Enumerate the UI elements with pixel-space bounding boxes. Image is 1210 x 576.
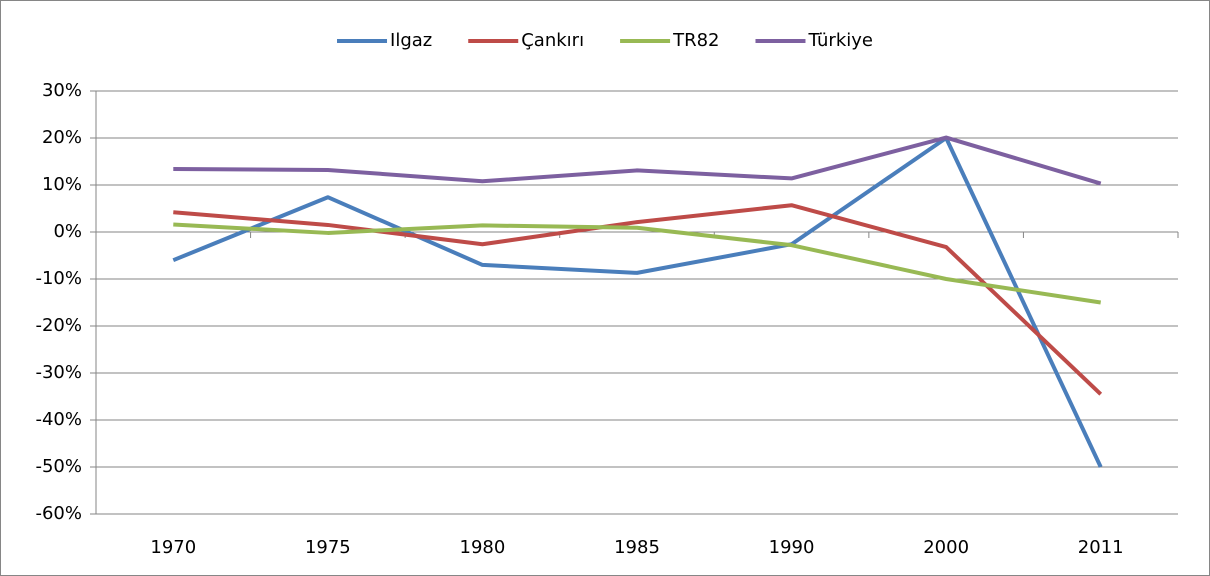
y-tick-label: 10% xyxy=(42,174,82,195)
y-tick-label: -30% xyxy=(35,362,82,383)
x-tick-label: 1975 xyxy=(305,537,351,558)
x-tick-label: 1970 xyxy=(150,537,196,558)
x-tick-label: 1985 xyxy=(614,537,660,558)
legend-label: Çankırı xyxy=(521,30,584,51)
y-tick-label: -40% xyxy=(35,409,82,430)
y-tick-label: 30% xyxy=(42,80,82,101)
y-tick-label: -10% xyxy=(35,268,82,289)
series-line xyxy=(173,135,1102,186)
series-line xyxy=(173,222,1102,305)
y-tick-label: -20% xyxy=(35,315,82,336)
x-tick-label: 1980 xyxy=(460,537,506,558)
legend-label: TR82 xyxy=(672,30,719,51)
x-tick-label: 2000 xyxy=(923,537,969,558)
y-tick-label: -60% xyxy=(35,503,82,524)
x-tick-label: 2011 xyxy=(1078,537,1124,558)
series-line xyxy=(173,203,1103,396)
x-tick-label: 1990 xyxy=(769,537,815,558)
y-tick-label: -50% xyxy=(35,456,82,477)
legend-label: Ilgaz xyxy=(390,30,432,51)
legend-label: Türkiye xyxy=(807,30,873,51)
y-tick-label: 0% xyxy=(53,221,82,242)
y-tick-label: 20% xyxy=(42,127,82,148)
